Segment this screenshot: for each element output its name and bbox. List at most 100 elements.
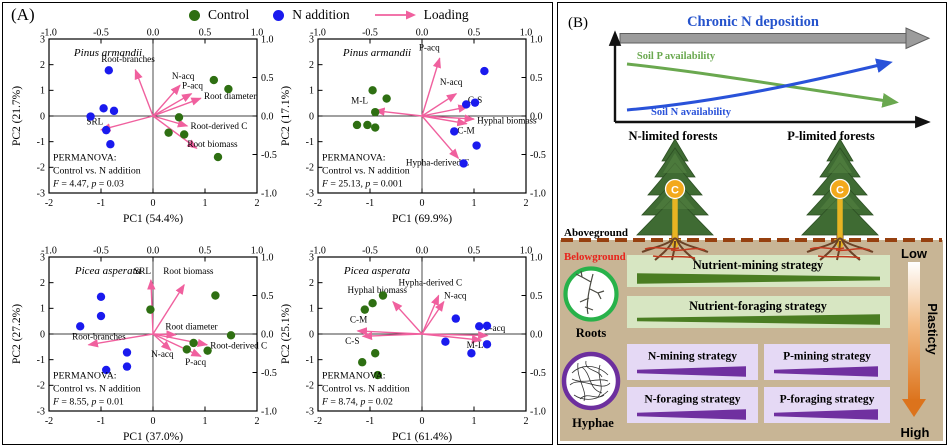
legend: Control N addition Loading [189, 7, 469, 23]
loading-label: N-acq [440, 77, 463, 87]
chronic-n-gray-arrow [619, 33, 907, 44]
permanova-stats: F = 25.13, p = 0.001 [321, 179, 403, 190]
loading-arrow [421, 115, 460, 160]
loading-arrow [356, 327, 423, 336]
loading-arrow [361, 331, 423, 341]
tick-label: 1.0 [520, 28, 533, 39]
permanova-subtitle: Control vs. N addition [322, 166, 410, 177]
aboveground-label: Aboveground [564, 227, 628, 239]
data-point [358, 358, 367, 367]
species-label: Picea asperata [343, 265, 411, 277]
tick-label: 2 [524, 416, 529, 427]
y-axis-label: PC2 (17.1%) [280, 86, 292, 146]
loading-arrow [392, 300, 423, 335]
permanova-subtitle: Control vs. N addition [53, 166, 141, 177]
tick-label: 3 [40, 252, 45, 263]
loading-label: P-acq [185, 357, 206, 367]
tick-label: 1 [309, 304, 314, 315]
loading-label: Hyphal biomass [477, 116, 537, 126]
data-point [106, 140, 115, 149]
loading-label: C-S [345, 336, 359, 346]
tick-label: 2 [524, 198, 529, 209]
tick-label: 0.0 [416, 246, 429, 257]
legend-item-loading: Loading [374, 7, 469, 23]
loading-arrow [421, 115, 468, 127]
tick-label: 0.5 [530, 73, 543, 84]
root-strategy-label: Nutrient-mining strategy [693, 258, 823, 272]
data-point [146, 305, 155, 314]
loading-arrow [421, 300, 445, 335]
loading-label: Root biomass [163, 266, 214, 276]
high-label: High [901, 425, 930, 440]
data-point [470, 98, 480, 107]
loading-label: N-acq [172, 71, 195, 81]
tick-label: 2 [309, 278, 314, 289]
species-label: Pinus armandii [342, 47, 411, 59]
roots-circle-icon [563, 266, 619, 322]
plasticity-arrowhead-icon [902, 399, 926, 417]
hyphae-sketch-icon [569, 360, 611, 402]
loading-arrow [99, 115, 154, 132]
n-limited-forests-label: N-limited forests [629, 129, 718, 143]
loading-label: Hyphal biomass [348, 285, 408, 295]
data-point [368, 299, 377, 308]
hyphal-strategy-label: N-foraging strategy [644, 394, 740, 406]
tick-label: 0 [309, 329, 314, 340]
panel-b-label: (B) [568, 15, 588, 31]
loading-label: Hypha-derived C [399, 277, 463, 287]
data-point [180, 130, 189, 139]
loading-label: N-acq [151, 349, 174, 359]
legend-label: Loading [423, 7, 469, 22]
permanova-subtitle: Control vs. N addition [53, 384, 141, 395]
tick-label: -1.0 [530, 188, 546, 199]
permanova-title: PERMANOVA: [322, 371, 386, 382]
hyphal-strategy-label: N-mining strategy [648, 351, 737, 363]
x-axis-label: PC1 (54.4%) [123, 213, 183, 225]
pca-plot-svg: -2 -1 0 1 2-1.0 -0.5 0.0 0.5 1.0-3-2-10123-1.0-0… [11, 28, 277, 226]
data-point [441, 337, 450, 346]
gray-arrowhead-icon [905, 27, 931, 50]
hyphae-label: Hyphae [572, 416, 614, 430]
loading-arrow [421, 93, 458, 117]
data-point [459, 159, 468, 168]
data-point [209, 75, 219, 85]
pca-plot-svg: -2 -1 0 1 2-1.0 -0.5 0.0 0.5 1.0-3-2-10123-1.0-0… [280, 28, 546, 226]
data-point [467, 349, 476, 358]
data-point [475, 322, 484, 331]
root-sketch-icon [575, 270, 605, 315]
permanova-title: PERMANOVA: [53, 153, 117, 164]
tick-label: 0.5 [530, 291, 543, 302]
loading-label: C-M [350, 314, 367, 324]
legend-label: N addition [292, 7, 350, 22]
data-point [203, 346, 212, 355]
y-axis-label: PC2 (21.7%) [11, 86, 23, 146]
trend-wedge [637, 314, 880, 325]
legend-item-control: Control [189, 7, 249, 23]
permanova-stats: F = 8.74, p = 0.02 [321, 397, 393, 408]
tick-label: -1 [366, 416, 374, 427]
data-point [224, 84, 233, 94]
control-dot-icon [189, 9, 200, 21]
loading-arrow [152, 97, 202, 117]
x-axis-label: PC1 (69.9%) [392, 213, 452, 225]
legend-item-n-addition: N addition [273, 7, 350, 23]
tick-label: -2 [314, 198, 322, 209]
tick-label: 3 [309, 34, 314, 45]
loading-label: Root diameter [165, 321, 217, 331]
tick-label: 0 [40, 111, 45, 122]
loading-arrow [152, 93, 193, 117]
data-point [371, 123, 380, 132]
tick-label: -1 [97, 198, 105, 209]
tick-label: -2 [306, 163, 314, 174]
panel-a: (A) Control N addition Loading -2 -1 0 1 2 -1… [2, 2, 553, 445]
loading-label: Root-derived C [190, 121, 247, 131]
data-point [382, 94, 391, 103]
tick-label: 0.5 [199, 28, 212, 39]
tick-label: -1 [97, 416, 105, 427]
panel-a-label: (A) [11, 5, 35, 24]
trend-wedge [637, 273, 880, 284]
tick-label: 0.0 [261, 111, 274, 122]
tick-label: -0.5 [362, 28, 378, 39]
data-point [189, 338, 198, 348]
